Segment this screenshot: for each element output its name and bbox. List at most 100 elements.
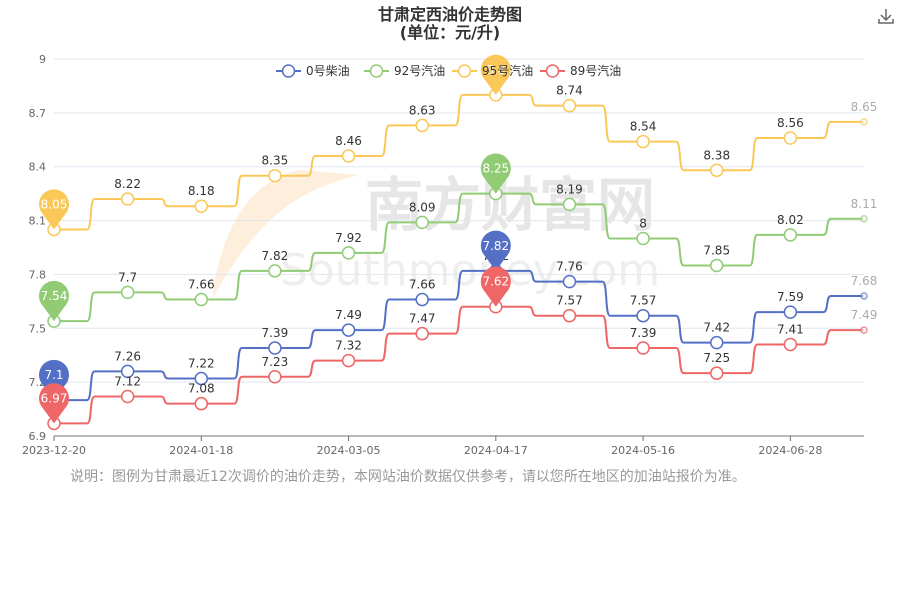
legend-label: 89号汽油: [570, 63, 621, 78]
x-tick-label: 2024-01-18: [169, 444, 233, 457]
pin-marker-min: 7.54: [39, 280, 69, 322]
data-point: [194, 199, 209, 213]
pin-label: 7.62: [482, 275, 509, 289]
pin-label: 8.25: [482, 162, 509, 176]
y-tick-label: 7.5: [29, 322, 47, 335]
legend-label: 95号汽油: [482, 63, 533, 78]
data-point: [268, 370, 282, 384]
pin-shape: [480, 54, 511, 95]
y-tick-label: 8.7: [29, 107, 47, 120]
data-label: 7.47: [409, 312, 436, 326]
y-tick-label: 8.1: [29, 215, 47, 228]
data-point: [415, 292, 429, 307]
x-tick-label: 2024-05-16: [611, 444, 675, 457]
data-label: 8.11: [851, 197, 878, 211]
pin-shape: [480, 153, 511, 194]
pin-shape: [39, 280, 69, 322]
data-point: [194, 396, 209, 411]
data-label: 7.41: [777, 322, 804, 336]
data-label: 8.74: [556, 84, 583, 98]
legend-swatch-icon: [457, 64, 472, 78]
series-line: [54, 269, 864, 402]
data-label: 7.12: [114, 375, 141, 389]
data-point: [636, 308, 650, 323]
data-label: 7.39: [262, 326, 289, 340]
data-label: 7.66: [409, 278, 436, 292]
pin-marker-min: 7.1: [39, 359, 69, 401]
pin-shape: [39, 359, 69, 401]
legend[interactable]: 0号柴油 92号汽油 95号汽油 89号汽油: [276, 63, 621, 78]
data-point: [709, 335, 724, 350]
data-label: 8.54: [630, 120, 657, 134]
pin-label: 7.82: [482, 239, 509, 253]
data-label: 7.42: [703, 321, 730, 335]
data-point: [194, 292, 209, 307]
data-point: [415, 118, 429, 133]
data-label: 8: [639, 217, 647, 231]
y-tick-label: 8.4: [29, 161, 47, 174]
data-label: 8.35: [262, 154, 289, 168]
pin-marker-max: 7.62: [480, 266, 511, 307]
legend-label: 0号柴油: [306, 64, 350, 78]
data-point: [636, 134, 650, 149]
legend-item[interactable]: 95号汽油: [452, 63, 533, 78]
data-point: [268, 264, 282, 278]
data-label: 7.66: [188, 278, 215, 292]
pin-label: 7.54: [41, 289, 68, 303]
watermark-swoosh-icon: [212, 170, 360, 300]
chart-subtitle: (单位：元/升): [400, 23, 500, 42]
data-point: [709, 163, 724, 178]
legend-item[interactable]: 92号汽油: [364, 63, 445, 78]
data-point: [562, 197, 577, 212]
data-point: [783, 131, 798, 145]
data-point: [562, 308, 577, 323]
y-tick-label: 7.8: [29, 268, 47, 281]
data-label: 8.56: [777, 116, 804, 130]
data-label: 7.59: [777, 290, 804, 304]
x-tick-label: 2023-12-20: [22, 444, 86, 457]
data-point: [120, 192, 135, 206]
data-label: 8.38: [703, 148, 730, 162]
data-label: 7.85: [703, 243, 730, 257]
data-point: [562, 274, 577, 289]
data-point: [120, 285, 135, 300]
data-label: 7.32: [335, 339, 362, 353]
data-point: [860, 118, 868, 126]
y-tick-label: 9: [39, 53, 46, 66]
x-tick-label: 2024-03-05: [317, 444, 381, 457]
data-label: 7.39: [630, 326, 657, 340]
pin-shape: [480, 230, 511, 271]
data-label: 7.68: [851, 274, 878, 288]
data-point: [860, 215, 868, 223]
legend-item[interactable]: 89号汽油: [540, 63, 621, 78]
pin-marker-min: 6.97: [39, 383, 69, 424]
data-point: [341, 353, 356, 368]
pin-label: 8.05: [41, 198, 68, 212]
data-label: 7.23: [262, 355, 289, 369]
chart-note: 说明：图例为甘肃最近12次调价的油价走势，本网站油价数据仅供参考，请以您所在地区…: [70, 469, 746, 485]
data-point: [636, 341, 650, 355]
series-line: [54, 192, 864, 323]
pin-shape: [39, 189, 69, 230]
download-icon[interactable]: [876, 6, 896, 26]
legend-swatch-icon: [545, 64, 560, 78]
data-label: 7.92: [335, 231, 362, 245]
series-line: [54, 93, 864, 231]
legend-swatch-icon: [281, 64, 296, 78]
y-tick-label: 6.9: [29, 430, 47, 443]
data-point: [415, 215, 429, 230]
data-label: 7.49: [851, 308, 878, 322]
pin-label: 8.8: [486, 63, 505, 77]
data-point: [341, 323, 356, 337]
data-label: 8.18: [188, 184, 215, 198]
data-point: [636, 231, 650, 246]
data-label: 7.7: [118, 270, 137, 284]
data-label: 7.57: [630, 294, 657, 308]
pin-marker-max: 8.8: [480, 54, 511, 95]
legend-item[interactable]: 0号柴油: [276, 64, 350, 78]
data-point: [194, 371, 209, 386]
data-label: 8.65: [851, 100, 878, 114]
data-point: [709, 366, 724, 380]
chart-title: 甘肃定西油价走势图: [378, 5, 522, 24]
